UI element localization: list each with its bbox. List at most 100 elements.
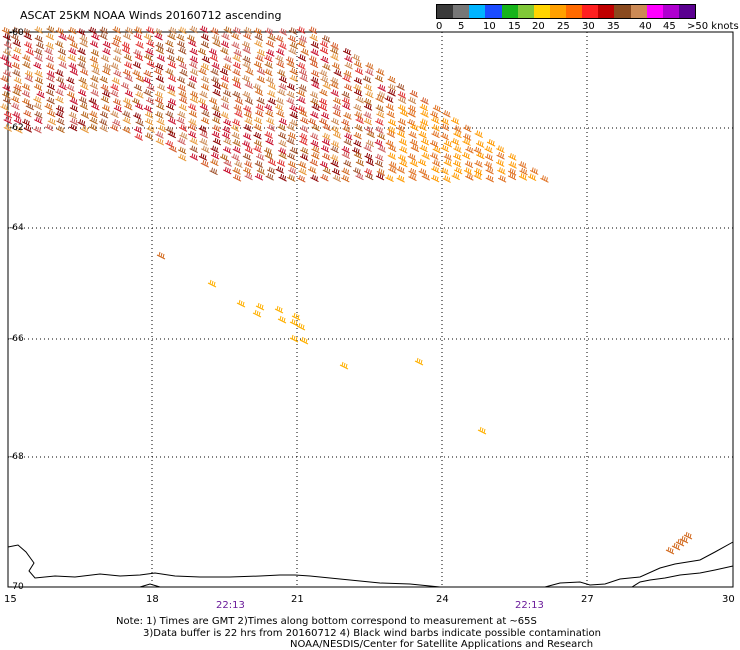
wind-barb [443,159,452,167]
wind-barb [308,26,318,35]
wind-barb [33,102,42,111]
legend-swatch [598,5,615,18]
wind-barb [167,98,177,106]
wind-barb [55,95,64,104]
wind-barb [199,90,208,99]
legend-swatch [646,5,663,18]
wind-barb [134,133,143,141]
wind-barb [353,60,363,69]
wind-barbs [0,25,693,555]
wind-barb [289,74,298,83]
wind-barb [11,95,20,104]
wind-barb [527,173,537,182]
plot-frame [7,31,734,588]
wind-barb [417,158,427,167]
wind-barb [220,111,229,120]
wind-barb [275,166,284,174]
wind-barb [386,130,396,138]
wind-barb [66,91,76,99]
wind-barb [320,55,329,64]
wind-barb [46,70,56,78]
wind-barb [396,124,406,133]
wind-barb [322,166,332,175]
wind-barb [55,76,65,85]
wind-barb [132,61,142,69]
wind-barb [188,103,197,111]
wind-barb [341,90,350,99]
wind-barb [189,55,199,64]
wind-barb [310,41,320,49]
wind-barb [55,88,64,97]
wind-barb [80,125,89,134]
legend-label: 15 [508,21,521,32]
wind-barb [122,116,131,125]
wind-barb [88,97,97,106]
wind-barb [79,102,89,111]
wind-barb [474,167,483,176]
wind-barb [407,110,416,118]
wind-barb [267,158,277,167]
legend-swatch [630,5,647,18]
wind-barb [683,531,693,540]
wind-barb [110,89,119,98]
wind-barb [220,75,230,83]
wind-barb [310,132,319,141]
wind-barb [154,111,164,119]
wind-barb [167,61,177,69]
wind-barb [156,102,165,111]
wind-barb [299,336,309,345]
wind-barb [178,62,188,70]
wind-barb [299,132,308,141]
wind-barb [255,54,264,62]
wind-barb [13,83,22,92]
wind-barb [69,104,79,113]
wind-barb [309,33,318,42]
wind-barb [311,103,320,112]
wind-barb [330,125,340,134]
legend-swatch [485,5,502,18]
wind-barb [233,49,242,57]
wind-barb [264,54,273,63]
wind-barb [34,54,43,62]
wind-barb [2,48,12,57]
wind-barb [296,26,306,34]
wind-barb [55,105,65,113]
legend-label: 40 [639,21,652,32]
wind-barb [265,76,275,85]
wind-barb [364,125,374,134]
wind-barb [364,172,374,181]
wind-barb [341,145,350,154]
wind-barb [310,76,319,85]
wind-barb [25,48,35,56]
wind-barb [3,116,12,125]
wind-barb [232,167,241,175]
wind-barb [210,27,219,35]
wind-barb [277,123,286,132]
wind-barb [265,109,274,118]
wind-barb [476,151,485,160]
wind-barb [253,139,263,148]
wind-barb [200,75,210,84]
plot-title: ASCAT 25KM NOAA Winds 20160712 ascending [20,9,282,22]
wind-barb [23,41,33,49]
wind-barb [102,47,111,56]
wind-barb [23,109,32,118]
wind-barb [143,69,152,78]
wind-barb [178,47,187,55]
wind-barb [375,104,384,113]
wind-barb [309,60,319,69]
wind-barb [507,172,517,181]
wind-barb [143,33,153,41]
wind-barb [311,152,320,160]
wind-barb [110,62,119,70]
wind-barb [264,27,274,36]
wind-barb [178,103,188,112]
wind-barb [421,173,431,181]
wind-barb [11,102,20,111]
wind-barb [211,34,221,42]
wind-barb [387,152,396,160]
note-line: NOAA/NESDIS/Center for Satellite Applica… [290,639,594,650]
wind-barb [66,34,75,43]
wind-barb [223,118,232,127]
wind-barb [34,26,43,34]
